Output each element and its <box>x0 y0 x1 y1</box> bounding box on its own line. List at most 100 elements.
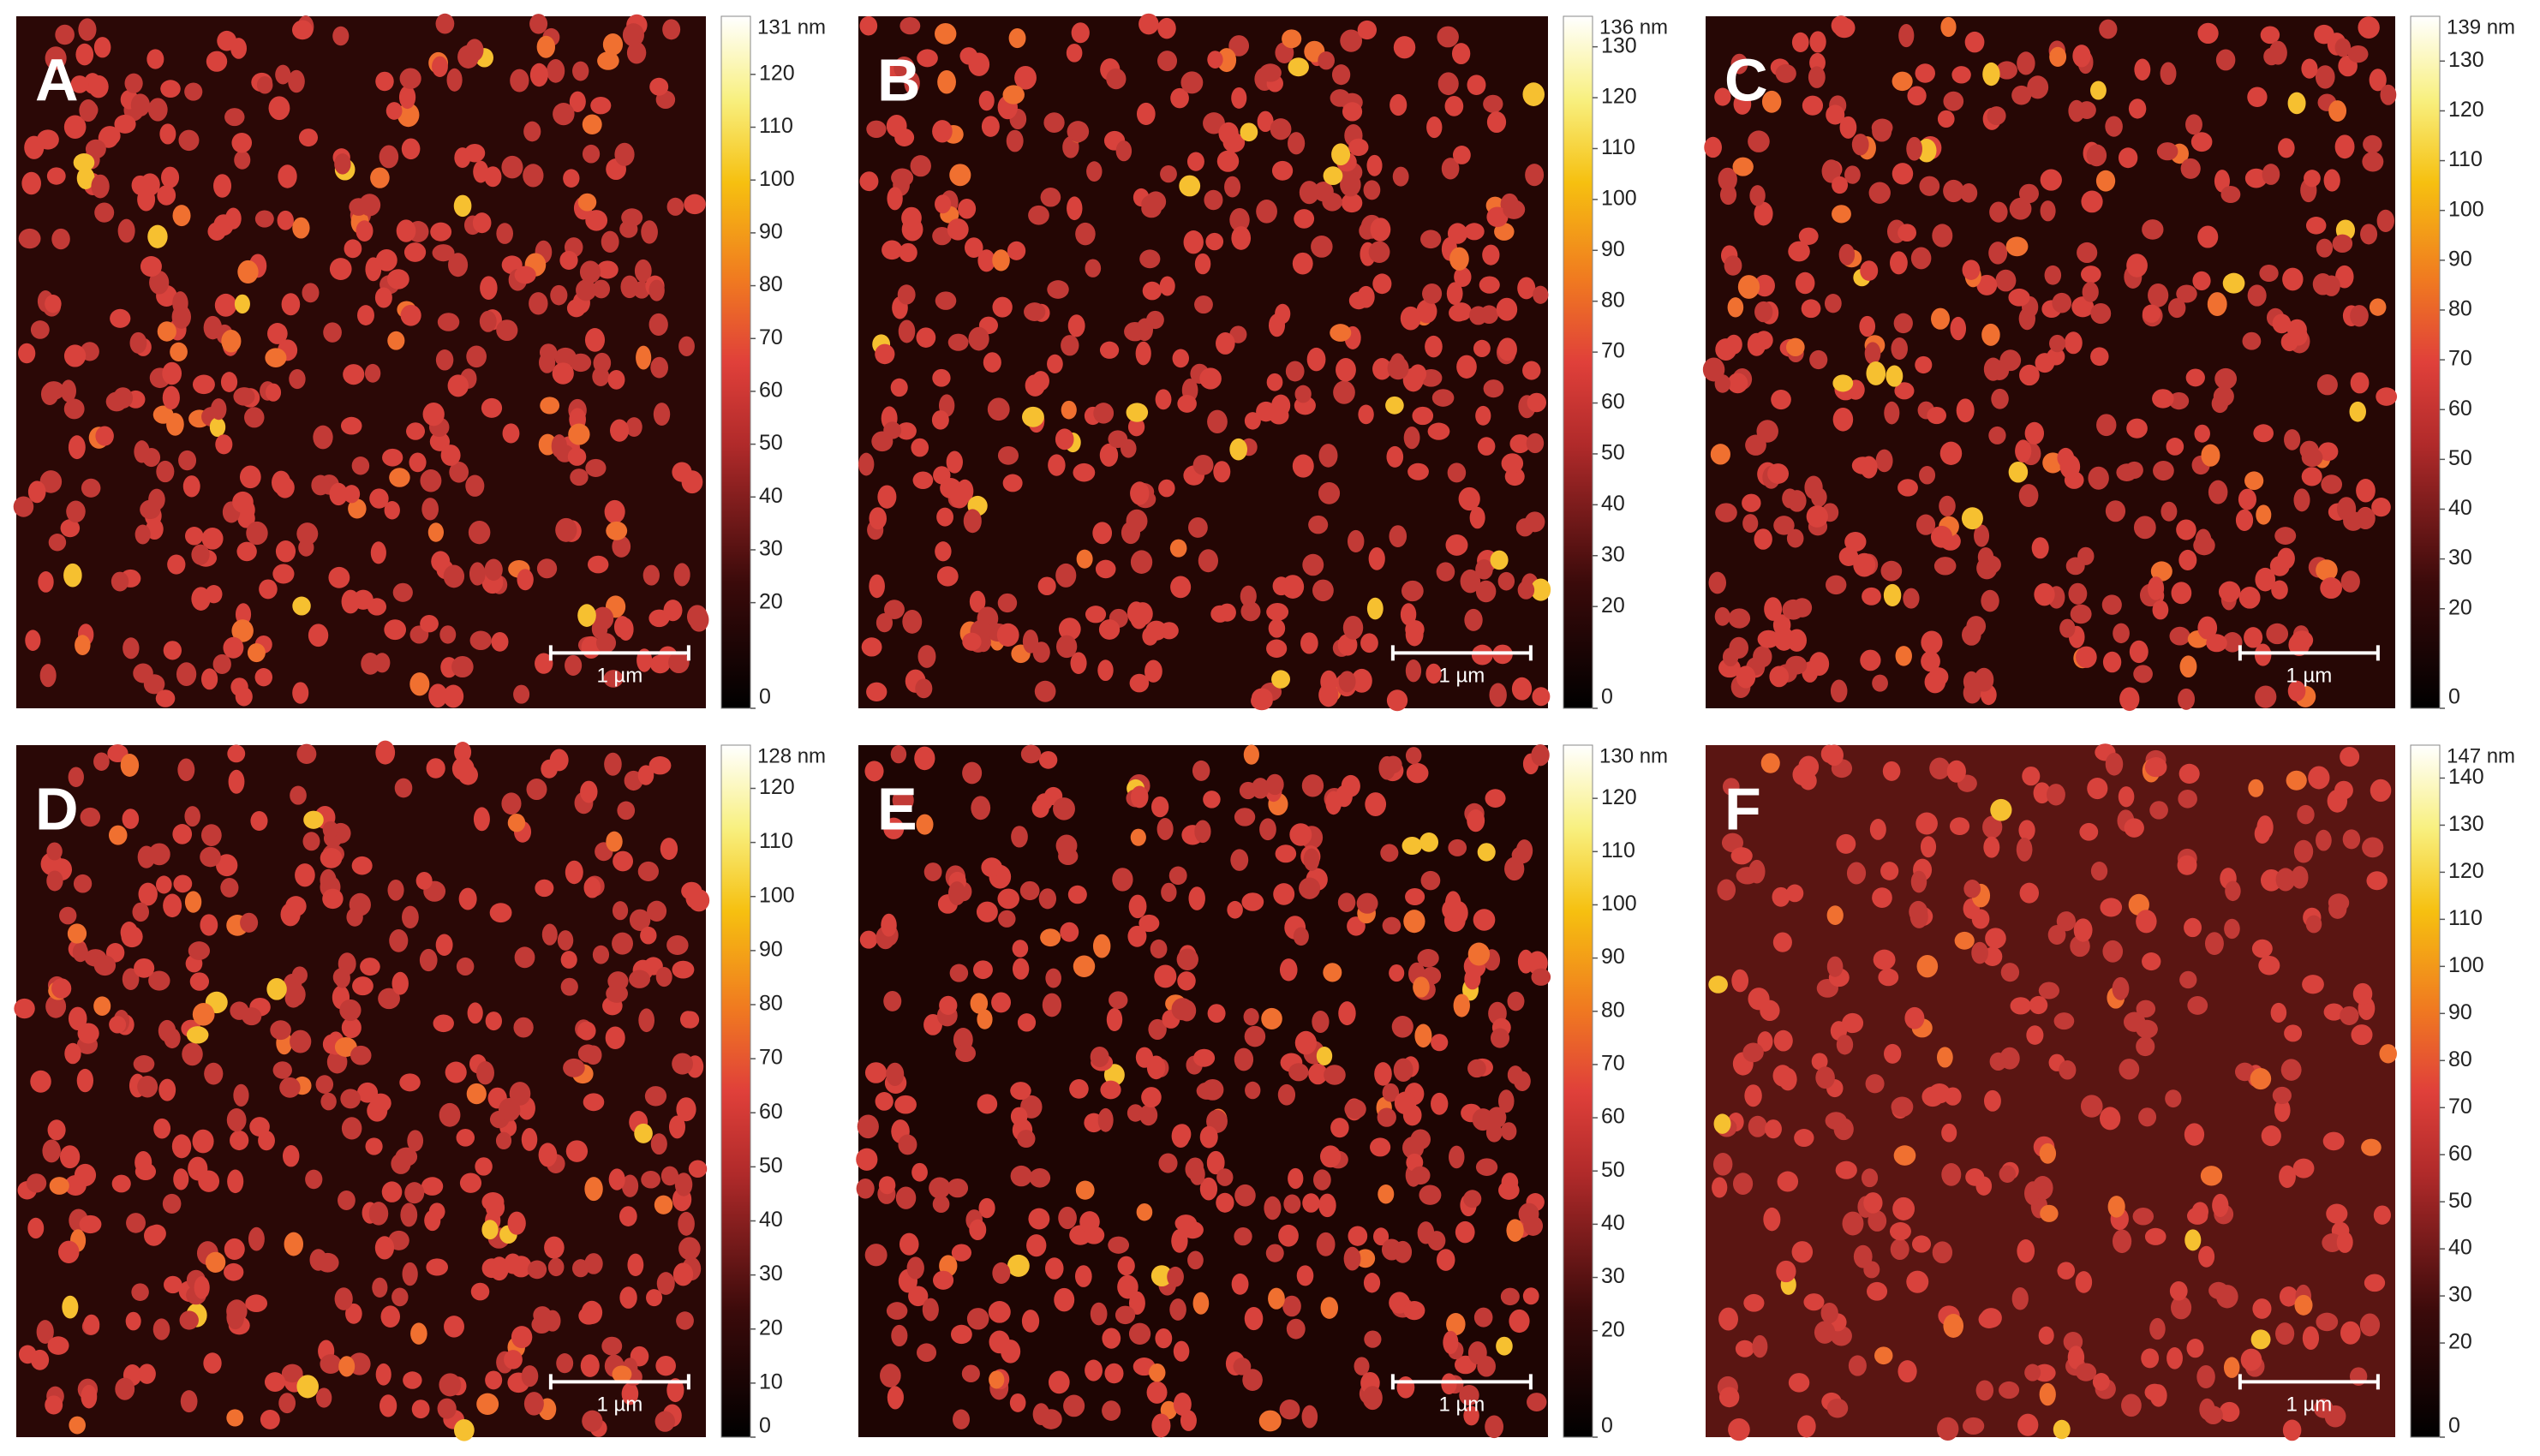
particle <box>1730 53 1748 75</box>
particle <box>426 1258 449 1276</box>
particle <box>2194 424 2210 443</box>
particle <box>1256 200 1277 224</box>
particle <box>176 662 197 687</box>
particle <box>289 369 306 390</box>
particle <box>859 171 879 192</box>
particle <box>200 846 221 868</box>
particle <box>364 363 381 383</box>
particle <box>1718 1387 1740 1408</box>
particle <box>1419 1184 1442 1205</box>
particle <box>514 266 536 284</box>
particle <box>1160 164 1177 183</box>
particle <box>172 824 193 844</box>
particle <box>1405 887 1425 906</box>
particle <box>1473 909 1496 931</box>
particle <box>93 955 117 976</box>
particle <box>566 299 586 318</box>
particle <box>1126 403 1149 422</box>
particle <box>536 35 556 58</box>
particle <box>1956 398 1975 423</box>
particles <box>1708 743 2398 1441</box>
particle <box>114 114 136 134</box>
particle <box>234 294 250 314</box>
particle <box>2308 766 2330 790</box>
particle <box>681 1011 700 1029</box>
particle <box>2244 627 2263 648</box>
particle <box>1362 1386 1383 1411</box>
particle <box>224 108 245 127</box>
particle <box>1422 283 1443 304</box>
particle <box>1161 882 1177 902</box>
particle <box>2018 820 2035 841</box>
particle <box>1974 667 1994 692</box>
particle <box>80 807 101 827</box>
particle <box>1067 121 1090 143</box>
particle <box>2207 292 2227 317</box>
particle <box>1735 1340 1754 1358</box>
particle <box>1891 1096 1914 1118</box>
particle <box>1189 1163 1205 1185</box>
particle <box>1012 958 1030 980</box>
particle <box>2150 561 2172 582</box>
particle <box>402 905 419 929</box>
particle <box>1358 404 1374 425</box>
particle <box>858 452 875 476</box>
particle <box>1718 167 1737 192</box>
particle <box>883 817 905 839</box>
particle <box>1504 856 1525 881</box>
particle <box>62 1295 79 1319</box>
colorbar-tick-label: 100 <box>2448 953 2484 977</box>
particle <box>1403 910 1425 934</box>
particle <box>1842 1211 1864 1236</box>
particle <box>379 145 399 169</box>
particle <box>1142 281 1162 301</box>
particle <box>1410 1166 1431 1185</box>
particle <box>167 554 186 575</box>
particle <box>2149 1317 2166 1340</box>
particle <box>971 796 991 820</box>
particle <box>485 1196 505 1219</box>
particle <box>1057 839 1076 861</box>
particle <box>1139 249 1161 269</box>
particle <box>1156 817 1174 840</box>
particle <box>311 474 330 496</box>
particle <box>302 832 320 851</box>
particle <box>590 96 612 115</box>
particle <box>1754 301 1773 323</box>
particle <box>1860 649 1881 671</box>
particle <box>1999 1381 2020 1399</box>
particle <box>1100 1080 1121 1100</box>
particle <box>529 292 548 315</box>
particle <box>305 1169 323 1190</box>
particle <box>1009 1393 1026 1412</box>
particle <box>2302 975 2324 994</box>
particle <box>215 434 233 455</box>
particle <box>1047 280 1069 299</box>
particle <box>678 336 695 356</box>
particle <box>1228 35 1250 57</box>
particle <box>1401 580 1424 602</box>
particle <box>1419 832 1439 852</box>
particle <box>233 387 255 406</box>
colorbar-tick-label: 80 <box>2448 1047 2472 1071</box>
particle <box>1851 134 1869 156</box>
particle <box>1302 553 1324 576</box>
particle <box>1777 1171 1799 1192</box>
particle <box>173 874 193 893</box>
particle <box>1303 848 1320 871</box>
panel-label: F <box>1724 775 1761 842</box>
particle <box>265 348 287 367</box>
particle <box>1045 968 1061 988</box>
particle <box>291 20 314 40</box>
particle <box>1354 1357 1370 1375</box>
colorbar-tick-label: 30 <box>2448 1283 2472 1307</box>
particle <box>1509 1309 1530 1334</box>
colorbar-tick-label: 110 <box>1601 838 1635 862</box>
particle <box>51 228 70 250</box>
particle <box>1748 859 1766 884</box>
particle <box>1498 1180 1520 1200</box>
particle <box>1464 223 1485 241</box>
particle <box>1351 668 1372 693</box>
particle <box>2363 134 2382 153</box>
particle <box>1187 1250 1204 1270</box>
